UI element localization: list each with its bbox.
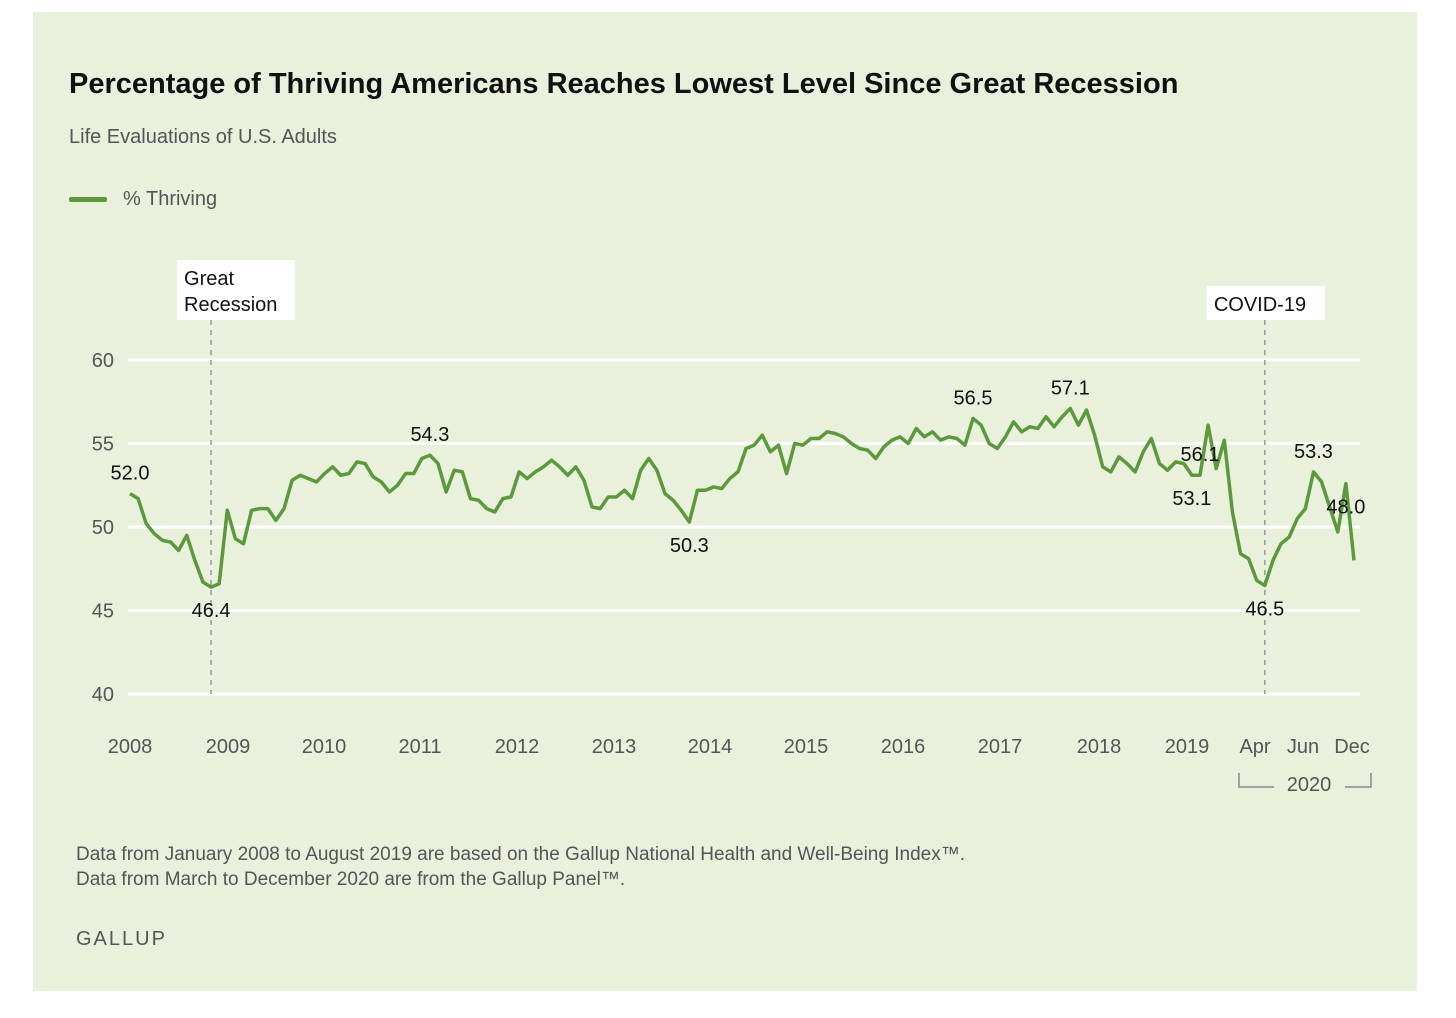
x-tick-label: Jun (1287, 736, 1319, 758)
annotation-box (1206, 286, 1325, 320)
gallup-logo: GALLUP (76, 928, 167, 950)
x-tick-label: 2017 (978, 736, 1023, 758)
x-tick-label: 2013 (592, 736, 637, 758)
x-tick-label: 2016 (881, 736, 926, 758)
x-tick-label: Apr (1239, 736, 1270, 758)
y-tick-label: 40 (92, 684, 114, 706)
x-tick-label: 2010 (302, 736, 347, 758)
x-tick-label: 2018 (1077, 736, 1122, 758)
x-tick-label: 2011 (398, 736, 441, 758)
data-label: 50.3 (670, 535, 709, 557)
y-tick-label: 50 (92, 517, 114, 539)
series-line (129, 406, 1356, 589)
x-tick-label: 2015 (784, 736, 829, 758)
chart-subtitle: Life Evaluations of U.S. Adults (69, 126, 337, 148)
x-tick-label: 2009 (206, 736, 251, 758)
chart-title: Percentage of Thriving Americans Reaches… (69, 68, 1179, 100)
x-group-label: 2020 (1287, 774, 1332, 796)
annotation-box (177, 260, 296, 320)
data-label: 46.4 (192, 600, 231, 622)
legend-label: % Thriving (123, 188, 218, 210)
x-tick-label: 2014 (688, 736, 733, 758)
legend: % Thriving (69, 188, 217, 211)
footnote-1: Data from January 2008 to August 2019 ar… (76, 844, 965, 865)
data-label: 54.3 (410, 424, 449, 446)
data-label: 57.1 (1051, 377, 1090, 399)
x-tick-label: Dec (1334, 736, 1370, 758)
y-tick-label: 55 (92, 434, 114, 456)
data-label: 56.5 (954, 387, 993, 409)
annotation-text: Recession (184, 294, 277, 316)
y-tick-label: 45 (92, 601, 114, 623)
y-tick-label: 60 (92, 350, 114, 372)
data-label: 48.0 (1326, 497, 1365, 519)
data-label: 52.0 (111, 463, 150, 485)
annotation-text: COVID-19 (1214, 294, 1306, 316)
x-tick-label: 2008 (108, 736, 153, 758)
data-label: 53.1 (1172, 488, 1211, 510)
data-label: 53.3 (1294, 441, 1333, 463)
data-label: 56.1 (1181, 444, 1220, 466)
footnote-2: Data from March to December 2020 are fro… (76, 869, 626, 890)
year-bracket (1238, 773, 1372, 788)
x-tick-label: 2012 (495, 736, 540, 758)
x-tick-label: 2019 (1165, 736, 1210, 758)
annotation-text: Great (184, 268, 234, 290)
data-label: 46.5 (1245, 598, 1284, 620)
legend-swatch (69, 197, 107, 202)
chart-panel: Percentage of Thriving Americans Reaches… (33, 12, 1417, 991)
